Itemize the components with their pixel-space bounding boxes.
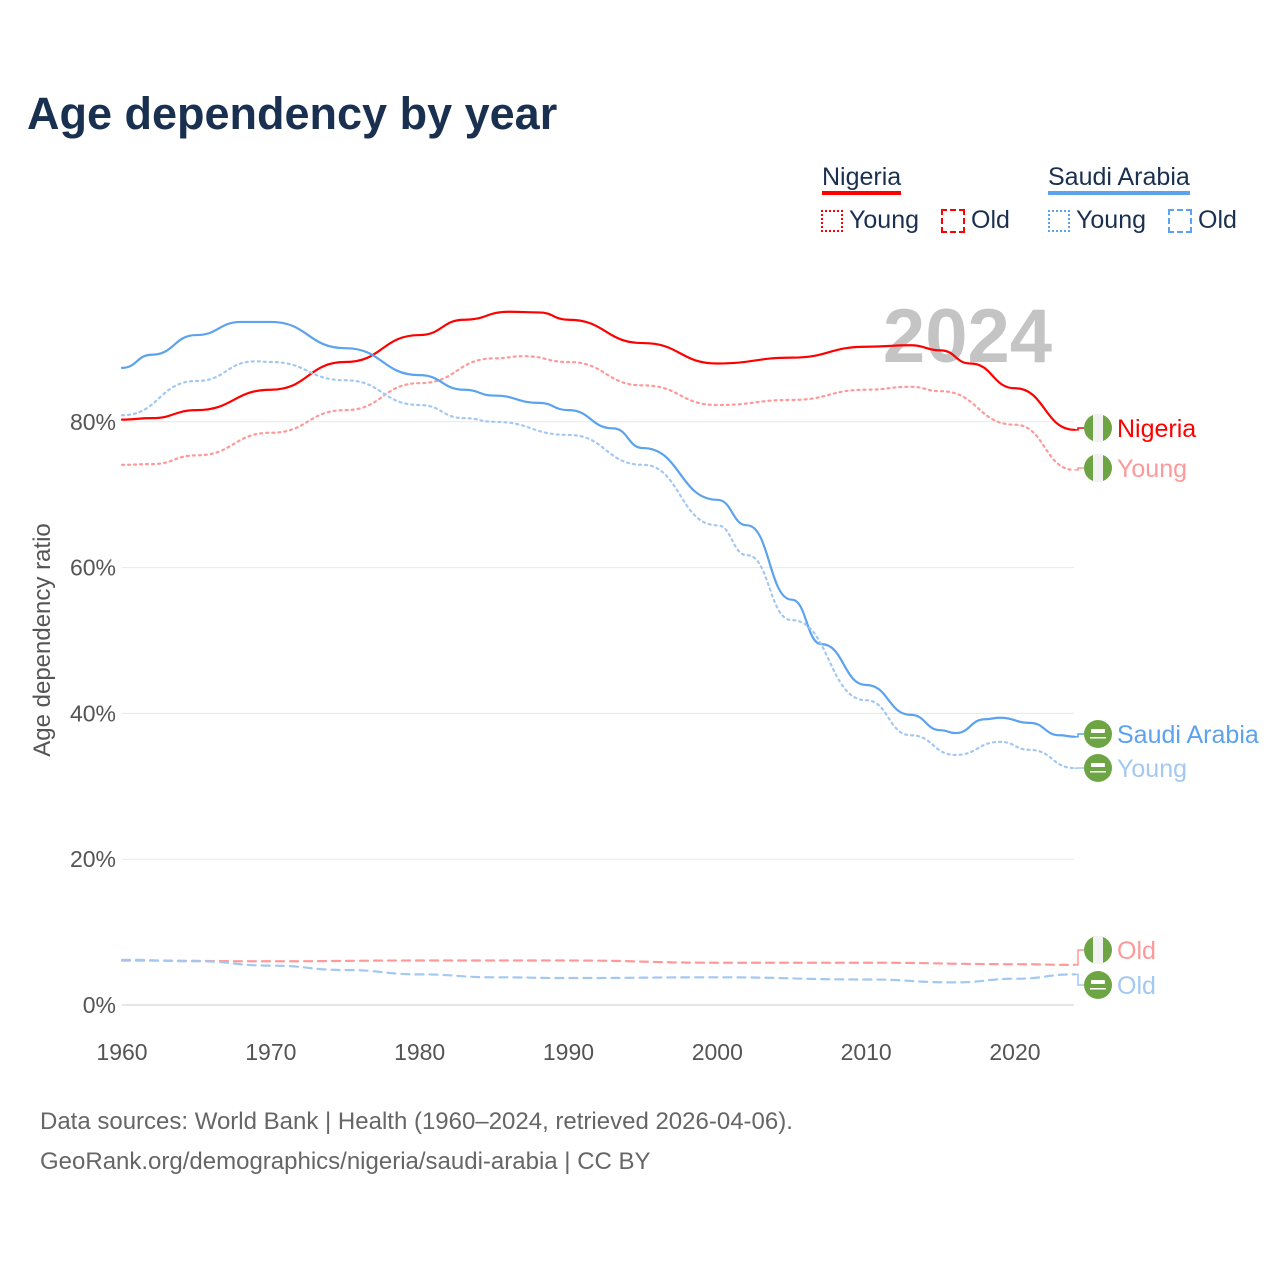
y-axis-label: Age dependency ratio — [29, 523, 56, 757]
legend-label: Old — [971, 206, 1010, 234]
series-line-ng_total[interactable] — [120, 310, 1076, 431]
legend-label: Old — [1198, 206, 1237, 234]
legend-nigeria[interactable]: Nigeria — [822, 163, 902, 195]
label-connector — [1074, 973, 1084, 986]
label-connector — [1074, 949, 1084, 966]
end-label-ng_young: Young — [1117, 455, 1187, 483]
series-line-sa_young[interactable] — [120, 360, 1076, 770]
nigeria-flag-icon — [1084, 936, 1112, 964]
nigeria-flag-icon — [1084, 454, 1112, 482]
dashed-swatch-icon — [1168, 208, 1192, 233]
legend-saudi-arabia[interactable]: Saudi Arabia — [1048, 163, 1190, 195]
series-line-sa_total[interactable] — [120, 320, 1076, 738]
label-connector — [1074, 427, 1084, 431]
y-tick-label: 80% — [70, 409, 116, 435]
y-tick-label: 20% — [70, 846, 116, 872]
legend-label: Young — [1076, 206, 1146, 234]
y-tick-label: 0% — [83, 992, 116, 1018]
x-tick-label: 1980 — [394, 1039, 445, 1065]
dotted-swatch-icon — [1048, 209, 1070, 232]
x-tick-label: 1960 — [96, 1039, 147, 1065]
saudi-arabia-flag-icon — [1084, 720, 1112, 748]
dotted-swatch-icon — [821, 209, 843, 232]
legend-saudi-young[interactable]: Young — [1048, 206, 1146, 235]
series-line-sa_old[interactable] — [120, 958, 1076, 984]
x-tick-label: 2000 — [692, 1039, 743, 1065]
series-line-ng_young[interactable] — [120, 355, 1076, 472]
series-line-ng_old[interactable] — [120, 959, 1076, 967]
year-watermark: 2024 — [883, 294, 1052, 379]
x-tick-label: 1990 — [543, 1039, 594, 1065]
y-tick-label: 60% — [70, 555, 116, 581]
x-tick-label: 2010 — [841, 1039, 892, 1065]
x-tick-label: 1970 — [245, 1039, 296, 1065]
dashed-swatch-icon — [941, 208, 965, 233]
y-tick-label: 40% — [70, 700, 116, 726]
legend-saudi-old[interactable]: Old — [1168, 206, 1237, 235]
end-label-sa_old: Old — [1117, 972, 1156, 1000]
legend-nigeria-young[interactable]: Young — [821, 206, 919, 235]
end-label-ng_total: Nigeria — [1117, 415, 1196, 443]
source-line-1: Data sources: World Bank | Health (1960–… — [40, 1108, 793, 1135]
legend-nigeria-old[interactable]: Old — [941, 206, 1010, 235]
end-label-sa_total: Saudi Arabia — [1117, 721, 1259, 749]
saudi-arabia-flag-icon — [1084, 971, 1112, 999]
chart-title: Age dependency by year — [27, 88, 558, 139]
end-label-ng_old: Old — [1117, 937, 1156, 965]
nigeria-flag-icon — [1084, 414, 1112, 442]
end-label-sa_young: Young — [1117, 755, 1187, 783]
label-connector — [1074, 467, 1084, 471]
saudi-arabia-flag-icon — [1084, 754, 1112, 782]
x-tick-label: 2020 — [989, 1039, 1040, 1065]
legend-label: Young — [849, 206, 919, 234]
source-line-2[interactable]: GeoRank.org/demographics/nigeria/saudi-a… — [40, 1148, 651, 1175]
label-connector — [1074, 733, 1084, 738]
